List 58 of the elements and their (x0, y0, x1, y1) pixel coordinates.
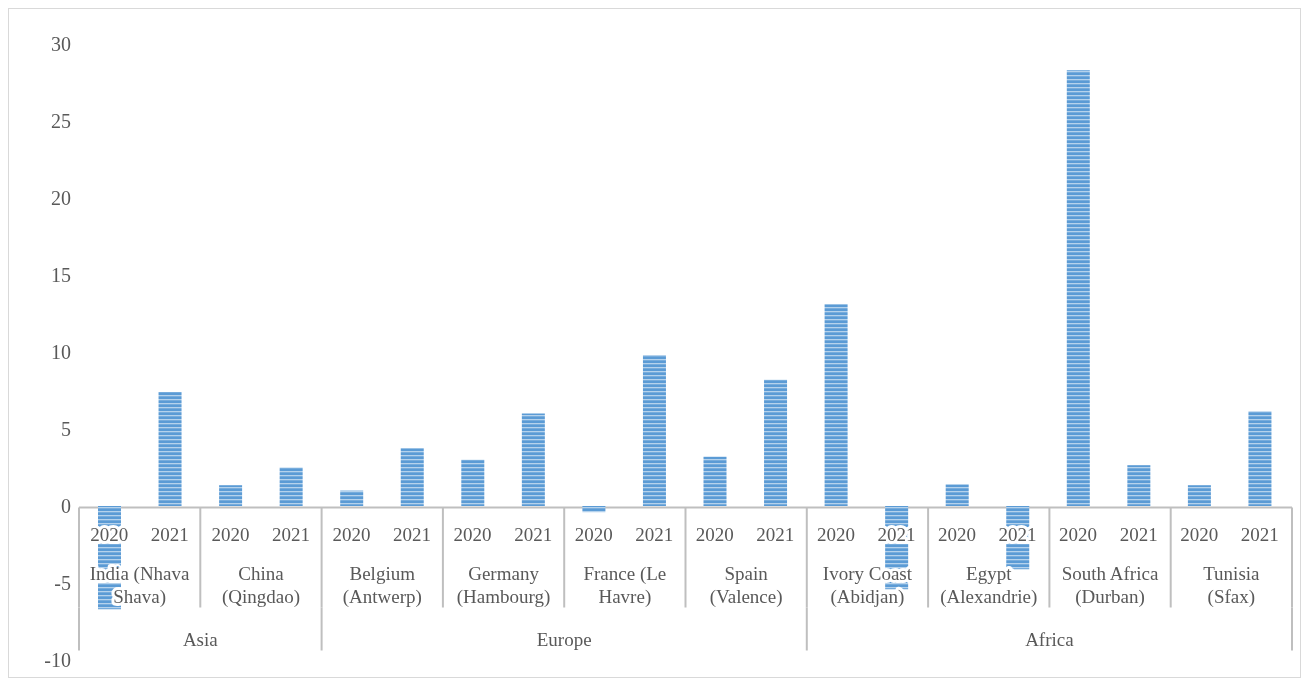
x-tick-label: 2020 (332, 523, 371, 545)
x-tick-label: 2020 (1180, 523, 1219, 545)
x-tick-label: 2020 (453, 523, 492, 545)
annotation: Germany (Hambourg) (456, 562, 551, 608)
bar (461, 459, 485, 506)
annotation: Spain (Valence) (709, 562, 783, 608)
bar (1127, 465, 1151, 506)
y-tick-label: 20 (51, 187, 71, 210)
y-tick-label: 10 (51, 341, 71, 364)
bar (219, 485, 243, 506)
x-tick-label: 2021 (393, 523, 432, 545)
bar (158, 392, 182, 506)
x-tick-label: 2021 (756, 523, 795, 545)
x-tick-label: 2021 (271, 523, 310, 545)
y-tick-label: 30 (51, 33, 71, 56)
x-tick-label: 2020 (1059, 523, 1098, 545)
y-tick-label: 25 (51, 110, 71, 133)
y-tick-label: -10 (44, 649, 71, 672)
bar (1066, 70, 1090, 506)
bar (703, 456, 727, 506)
annotation: South Africa (Durban) (1061, 562, 1159, 608)
y-tick-label: 15 (51, 264, 71, 287)
annotation: Ivory Coast (Abidjan) (822, 562, 913, 608)
bar (945, 484, 969, 506)
bar (582, 506, 606, 513)
bar (521, 413, 545, 506)
annotation: Europe (536, 628, 592, 650)
bar (279, 467, 303, 506)
x-tick-label: 2020 (574, 523, 613, 545)
x-tick-label: 2020 (211, 523, 250, 545)
x-tick-label: 2021 (150, 523, 189, 545)
bar (1248, 411, 1272, 506)
x-tick-label: 2021 (877, 523, 916, 545)
annotation: Belgium (Antwerp) (342, 562, 422, 608)
annotation: France (Le Havre) (583, 562, 667, 608)
annotation: India (Nhava Shava) (89, 562, 191, 608)
annotation: Egypt (Alexandrie) (940, 562, 1038, 608)
bar (340, 490, 364, 506)
bar (642, 355, 666, 506)
y-tick-label: -5 (54, 572, 71, 595)
bar (400, 448, 424, 506)
bar (764, 379, 788, 506)
x-tick-label: 2021 (514, 523, 553, 545)
x-tick-label: 2020 (937, 523, 976, 545)
x-tick-label: 2020 (695, 523, 734, 545)
x-tick-label: 2021 (998, 523, 1037, 545)
y-tick-label: 5 (61, 418, 71, 441)
x-tick-label: 2021 (1240, 523, 1279, 545)
x-tick-label: 2020 (816, 523, 855, 545)
annotation: Asia (182, 628, 219, 650)
bar (1187, 485, 1211, 506)
annotation: Africa (1025, 628, 1075, 650)
annotation: Tunisia (Sfax) (1203, 562, 1261, 608)
bar (824, 304, 848, 506)
y-tick-label: 0 (61, 495, 71, 518)
x-tick-label: 2021 (1119, 523, 1158, 545)
annotation: China (Qingdao) (221, 562, 300, 608)
x-tick-label: 2021 (635, 523, 674, 545)
